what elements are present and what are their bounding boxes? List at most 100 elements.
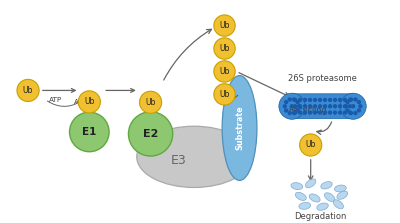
Circle shape	[359, 105, 362, 108]
Circle shape	[338, 99, 342, 101]
Circle shape	[294, 99, 296, 101]
Circle shape	[350, 98, 352, 101]
Circle shape	[328, 99, 332, 101]
Circle shape	[314, 99, 316, 101]
Text: Substrate: Substrate	[235, 106, 244, 150]
Circle shape	[324, 111, 326, 114]
Circle shape	[304, 99, 306, 101]
Text: Recycling: Recycling	[288, 107, 327, 116]
Circle shape	[318, 99, 322, 101]
Circle shape	[285, 109, 288, 112]
Text: Ub: Ub	[145, 98, 156, 107]
Circle shape	[346, 109, 349, 112]
Circle shape	[283, 105, 286, 108]
Circle shape	[348, 105, 352, 108]
Circle shape	[70, 112, 109, 152]
Circle shape	[214, 61, 235, 82]
Circle shape	[308, 111, 312, 114]
Circle shape	[338, 105, 342, 108]
FancyBboxPatch shape	[290, 94, 355, 119]
Circle shape	[352, 105, 355, 108]
Ellipse shape	[299, 202, 311, 209]
Ellipse shape	[309, 194, 320, 202]
Circle shape	[296, 101, 299, 103]
Circle shape	[293, 112, 296, 114]
Circle shape	[308, 105, 312, 108]
Circle shape	[318, 111, 322, 114]
Circle shape	[358, 109, 360, 112]
Text: Degradation: Degradation	[294, 213, 347, 221]
Text: Ub: Ub	[219, 90, 230, 99]
Circle shape	[314, 111, 316, 114]
Text: Ub: Ub	[219, 21, 230, 30]
Circle shape	[279, 93, 305, 119]
Circle shape	[344, 111, 346, 114]
Circle shape	[324, 99, 326, 101]
Ellipse shape	[291, 183, 303, 190]
Circle shape	[299, 105, 302, 108]
Text: Ub: Ub	[306, 140, 316, 149]
Ellipse shape	[324, 193, 335, 202]
Ellipse shape	[137, 126, 251, 188]
Circle shape	[308, 99, 312, 101]
Text: AMP: AMP	[74, 99, 89, 105]
Circle shape	[288, 112, 291, 114]
Circle shape	[354, 112, 357, 114]
Ellipse shape	[222, 76, 257, 180]
Circle shape	[338, 111, 342, 114]
Text: Ub: Ub	[219, 67, 230, 76]
Circle shape	[340, 93, 366, 119]
Ellipse shape	[337, 191, 348, 199]
Ellipse shape	[317, 203, 328, 210]
Circle shape	[288, 98, 291, 101]
Circle shape	[334, 111, 336, 114]
Circle shape	[304, 111, 306, 114]
Circle shape	[78, 91, 100, 113]
Circle shape	[324, 105, 326, 108]
Ellipse shape	[321, 182, 332, 189]
Text: 26S proteasome: 26S proteasome	[288, 74, 357, 83]
Circle shape	[214, 15, 235, 36]
Ellipse shape	[295, 192, 306, 200]
Circle shape	[314, 105, 316, 108]
Circle shape	[214, 38, 235, 59]
Circle shape	[140, 91, 162, 113]
Circle shape	[348, 111, 352, 114]
Circle shape	[318, 105, 322, 108]
Circle shape	[128, 112, 173, 156]
Circle shape	[344, 99, 346, 101]
Text: E1: E1	[82, 127, 96, 137]
Ellipse shape	[334, 185, 346, 192]
Circle shape	[299, 99, 302, 101]
Circle shape	[290, 105, 293, 108]
Text: Ub: Ub	[23, 86, 33, 95]
Circle shape	[17, 79, 39, 101]
Circle shape	[354, 98, 357, 101]
Ellipse shape	[306, 179, 316, 188]
Circle shape	[294, 111, 296, 114]
Circle shape	[328, 111, 332, 114]
Text: Ub: Ub	[84, 97, 94, 106]
Text: E3: E3	[170, 154, 186, 167]
Text: ATP: ATP	[49, 97, 62, 103]
Circle shape	[344, 105, 346, 108]
Circle shape	[285, 101, 288, 103]
Circle shape	[214, 84, 235, 105]
Text: E2: E2	[143, 129, 158, 139]
Circle shape	[328, 105, 332, 108]
Circle shape	[348, 99, 352, 101]
Circle shape	[298, 105, 300, 108]
Circle shape	[334, 99, 336, 101]
Circle shape	[293, 98, 296, 101]
Text: Ub: Ub	[219, 44, 230, 53]
Circle shape	[304, 105, 306, 108]
Circle shape	[350, 112, 352, 114]
Circle shape	[334, 105, 336, 108]
Circle shape	[300, 134, 322, 156]
Circle shape	[345, 105, 348, 108]
Circle shape	[296, 109, 299, 112]
Ellipse shape	[333, 200, 344, 209]
Circle shape	[299, 111, 302, 114]
Circle shape	[346, 101, 349, 103]
Circle shape	[358, 101, 360, 103]
